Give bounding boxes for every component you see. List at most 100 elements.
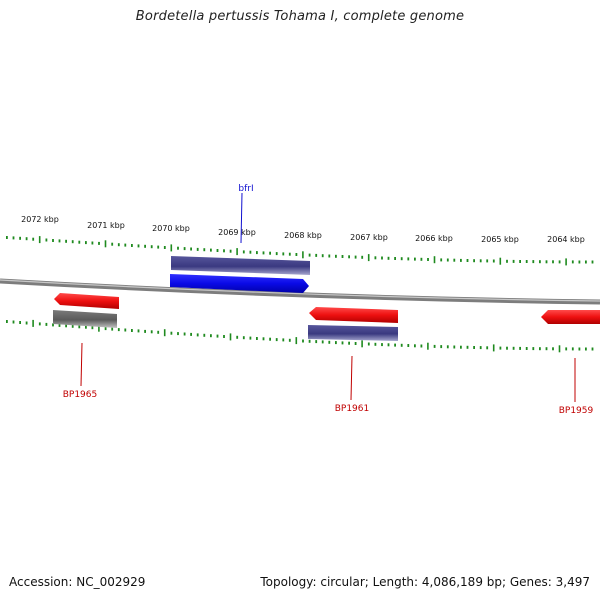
major-tick: [433, 256, 436, 264]
minor-tick: [565, 347, 568, 351]
minor-tick: [571, 347, 574, 351]
minor-tick: [506, 259, 508, 263]
minor-tick: [85, 325, 87, 329]
minor-tick: [131, 244, 133, 247]
cds-block[interactable]: [171, 256, 310, 275]
minor-tick: [446, 345, 449, 349]
minor-tick: [249, 336, 252, 340]
minor-tick: [479, 259, 482, 263]
minor-tick: [242, 250, 245, 254]
minor-tick: [321, 340, 324, 344]
minor-tick: [58, 239, 61, 243]
minor-tick: [203, 333, 206, 337]
minor-tick: [341, 255, 344, 258]
minor-tick: [229, 249, 232, 253]
gene-label-bfrI[interactable]: bfrI: [238, 184, 253, 194]
lower-scale-ticks: [6, 319, 594, 353]
minor-tick: [571, 260, 574, 264]
minor-tick: [433, 344, 436, 348]
minor-tick: [196, 247, 199, 251]
minor-tick: [486, 259, 489, 263]
major-tick: [38, 236, 41, 244]
minor-tick: [6, 320, 8, 323]
minor-tick: [552, 260, 554, 264]
minor-tick: [466, 259, 469, 262]
minor-tick: [65, 324, 67, 328]
minor-tick: [532, 260, 535, 264]
scale-label: 2069 kbp: [218, 228, 256, 237]
minor-tick: [137, 244, 140, 248]
major-tick: [558, 345, 561, 353]
minor-tick: [19, 321, 21, 324]
minor-tick: [210, 248, 212, 252]
minor-tick: [275, 252, 278, 256]
minor-tick: [328, 254, 331, 258]
gene-label-BP1965[interactable]: BP1965: [63, 390, 98, 400]
pseudo-block[interactable]: [53, 310, 117, 328]
minor-tick: [124, 243, 127, 247]
minor-tick: [539, 260, 541, 264]
minor-tick: [440, 345, 443, 349]
major-tick: [499, 257, 502, 265]
minor-tick: [308, 339, 311, 343]
minor-tick: [315, 340, 318, 344]
minor-tick: [223, 335, 225, 338]
minor-tick: [308, 253, 311, 257]
minor-tick: [578, 347, 581, 351]
minor-tick: [78, 240, 81, 244]
cds-block[interactable]: [308, 325, 398, 341]
minor-tick: [525, 347, 528, 350]
minor-tick: [177, 246, 179, 250]
minor-tick: [190, 332, 192, 336]
minor-tick: [170, 331, 173, 335]
minor-tick: [282, 252, 285, 256]
minor-tick: [591, 260, 594, 264]
leader-line-BP1965: [80, 342, 83, 387]
minor-tick: [91, 241, 94, 245]
minor-tick: [512, 346, 515, 350]
gene-label-BP1959[interactable]: BP1959: [559, 406, 594, 416]
gene-label-BP1961[interactable]: BP1961: [335, 404, 370, 414]
minor-tick: [150, 330, 153, 334]
minor-tick: [262, 337, 265, 341]
gene-arrow-BP1961[interactable]: [309, 307, 398, 323]
minor-tick: [492, 259, 495, 263]
minor-tick: [367, 342, 370, 346]
minor-tick: [262, 251, 265, 255]
minor-tick: [387, 343, 390, 347]
minor-tick: [440, 258, 443, 262]
major-tick: [492, 344, 495, 352]
genome-summary-text: Topology: circular; Length: 4,086,189 bp…: [260, 575, 590, 589]
minor-tick: [341, 341, 344, 345]
minor-tick: [177, 332, 179, 336]
upper-scale-ticks: [6, 236, 594, 266]
minor-tick: [131, 329, 133, 332]
minor-tick: [473, 259, 475, 263]
minor-tick: [552, 347, 554, 351]
minor-tick: [585, 347, 587, 351]
gene-arrow-bfrI[interactable]: [170, 274, 309, 293]
minor-tick: [479, 346, 482, 350]
major-tick: [295, 337, 298, 345]
minor-tick: [354, 255, 357, 259]
minor-tick: [157, 245, 160, 249]
minor-tick: [453, 345, 456, 349]
gene-arrow-BP1965[interactable]: [54, 293, 119, 309]
minor-tick: [466, 345, 469, 349]
minor-tick: [144, 244, 146, 248]
scale-label: 2070 kbp: [152, 224, 190, 233]
minor-tick: [427, 258, 429, 261]
minor-tick: [249, 250, 252, 254]
major-tick: [163, 329, 166, 337]
minor-tick: [236, 335, 239, 339]
gene-arrow-BP1959[interactable]: [541, 310, 600, 324]
minor-tick: [558, 260, 561, 264]
minor-tick: [295, 253, 298, 256]
minor-tick: [144, 329, 146, 333]
minor-tick: [6, 236, 8, 239]
minor-tick: [288, 252, 291, 256]
minor-tick: [190, 247, 192, 251]
minor-tick: [453, 258, 456, 262]
upper-scale-labels: 2072 kbp 2071 kbp 2070 kbp 2069 kbp 2068…: [21, 215, 585, 244]
